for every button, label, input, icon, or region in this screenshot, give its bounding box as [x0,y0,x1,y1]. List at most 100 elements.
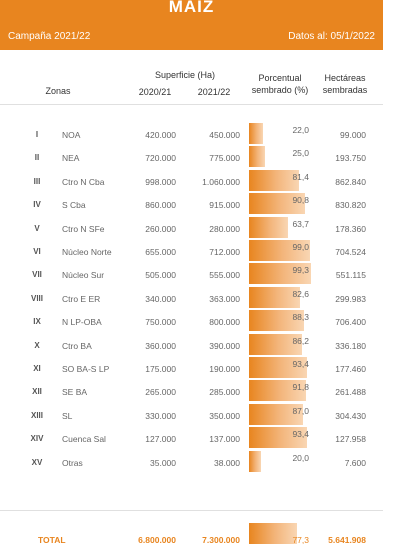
table-row: V Ctro N SFe 260.000 280.000 63,7 178.360 [0,216,383,240]
col-porcentual-line1: Porcentual [258,73,302,83]
surface-2020: 127.000 [145,434,176,445]
surface-2021: 350.000 [209,410,240,421]
surface-2020: 420.000 [145,130,176,140]
zone-number: V [34,223,40,233]
hectareas-sembradas: 99.000 [340,130,366,140]
col-hectareas-line2: sembradas [322,85,368,95]
total-2020: 6.800.000 [138,535,176,545]
surface-2021: 1.060.000 [202,176,240,187]
surface-2020: 655.000 [145,247,176,257]
hectareas-sembradas: 862.840 [335,176,366,187]
col-year2: 2021/22 [197,87,231,97]
table-row: I NOA 420.000 450.000 22,0 99.000 [0,123,383,146]
surface-2021: 712.000 [209,247,240,257]
zone-name: Otras [62,457,83,468]
surface-2020: 720.000 [145,153,176,164]
zone-name: NOA [62,130,81,140]
pct-sembrado: 99,0 [292,242,309,252]
header-divider [0,104,383,105]
pct-sembrado: 86,2 [292,335,309,346]
zone-number: II [34,153,40,163]
zone-name: SL [62,410,73,421]
zone-name: Núcleo Sur [62,270,105,281]
surface-2021: 137.000 [209,434,240,445]
surface-2020: 360.000 [145,340,176,351]
hectareas-sembradas: 7.600 [344,457,366,468]
surface-2020: 860.000 [145,200,176,211]
surface-2020: 750.000 [145,317,176,328]
sembrado-bar [249,240,311,261]
zone-name: SE BA [62,387,88,398]
sembrado-bar [249,286,301,308]
hectareas-sembradas: 261.488 [335,387,366,398]
col-year1: 2020/21 [138,87,172,97]
sembrado-bar [249,193,306,215]
page-title: MAIZ [168,0,215,16]
hectareas-sembradas: 551.115 [335,270,366,281]
surface-2021: 915.000 [209,200,240,211]
pct-sembrado: 63,7 [292,218,309,229]
hectareas-sembradas: 336.180 [335,340,366,351]
zone-name: SO BA-S LP [62,364,110,374]
table-row: XII SE BA 265.000 285.000 91,8 261.488 [0,380,383,403]
zone-number: XIII [30,410,43,420]
zone-name: NEA [62,153,80,164]
pct-sembrado: 93,4 [292,359,309,369]
sembrado-bar [249,403,303,425]
surface-2021: 450.000 [209,130,240,140]
surface-2020: 260.000 [145,223,176,234]
col-zonas: Zonas [45,86,71,96]
surface-2020: 35.000 [150,457,176,468]
zone-name: Núcleo Norte [62,247,112,257]
surface-2021: 363.000 [209,293,240,304]
surface-2020: 998.000 [145,176,176,187]
surface-2020: 175.000 [145,364,176,374]
table-row: XI SO BA-S LP 175.000 190.000 93,4 177.460 [0,357,383,380]
hectareas-sembradas: 704.524 [335,247,366,257]
zone-number: X [34,340,40,350]
hectareas-sembradas: 706.400 [335,317,366,328]
pct-sembrado: 81,4 [292,171,309,182]
surface-2021: 38.000 [214,457,240,468]
col-hectareas: Hectáreas sembradas [318,72,372,96]
hectareas-sembradas: 193.750 [335,153,366,164]
table-row: IV S Cba 860.000 915.000 90,8 830.820 [0,193,383,216]
table-row: XIV Cuenca Sal 127.000 137.000 93,4 127.958 [0,427,383,450]
zone-number: XII [32,387,42,397]
table-row: VII Núcleo Sur 505.000 555.000 99,3 551.115 [0,263,383,286]
surface-2021: 555.000 [209,270,240,281]
zone-name: Ctro N Cba [62,176,105,187]
hectareas-sembradas: 177.460 [335,364,366,374]
table-row: XV Otras 35.000 38.000 20,0 7.600 [0,450,383,474]
pct-sembrado: 22,0 [292,125,309,135]
total-2021: 7.300.000 [202,535,240,545]
zone-name: Ctro E ER [62,293,101,304]
zone-number: VI [33,247,41,256]
col-porcentual-line2: sembrado (%) [251,85,309,95]
zone-number: VIII [30,293,43,303]
hectareas-sembradas: 299.983 [335,293,366,304]
zone-name: N LP-OBA [62,317,102,328]
zone-number: IX [33,317,41,327]
zone-number: III [33,176,41,186]
total-label: TOTAL [38,535,66,545]
total-pct: 77,3 [292,535,309,545]
pct-sembrado: 91,8 [292,382,309,393]
table-row: VI Núcleo Norte 655.000 712.000 99,0 704.524 [0,240,383,263]
pct-sembrado: 87,0 [292,405,309,416]
zone-number: I [35,130,39,139]
total-hectareas: 5.641.908 [328,535,366,545]
zone-name: Ctro BA [62,340,92,351]
hectareas-sembradas: 304.430 [335,410,366,421]
sembrado-bar [249,333,303,355]
table-row: X Ctro BA 360.000 390.000 86,2 336.180 [0,333,383,357]
surface-2021: 280.000 [209,223,240,234]
header-bar: MAIZ Campaña 2021/22 Datos al: 05/1/2022 [0,0,383,50]
sembrado-bar [249,123,263,144]
sembrado-bar [249,263,311,285]
surface-2021: 775.000 [209,153,240,164]
table-row: III Ctro N Cba 998.000 1.060.000 81,4 862.840 [0,169,383,193]
pct-sembrado: 82,6 [292,288,309,299]
col-porcentual: Porcentual sembrado (%) [250,72,310,96]
campaign-label: Campaña 2021/22 [8,31,91,42]
